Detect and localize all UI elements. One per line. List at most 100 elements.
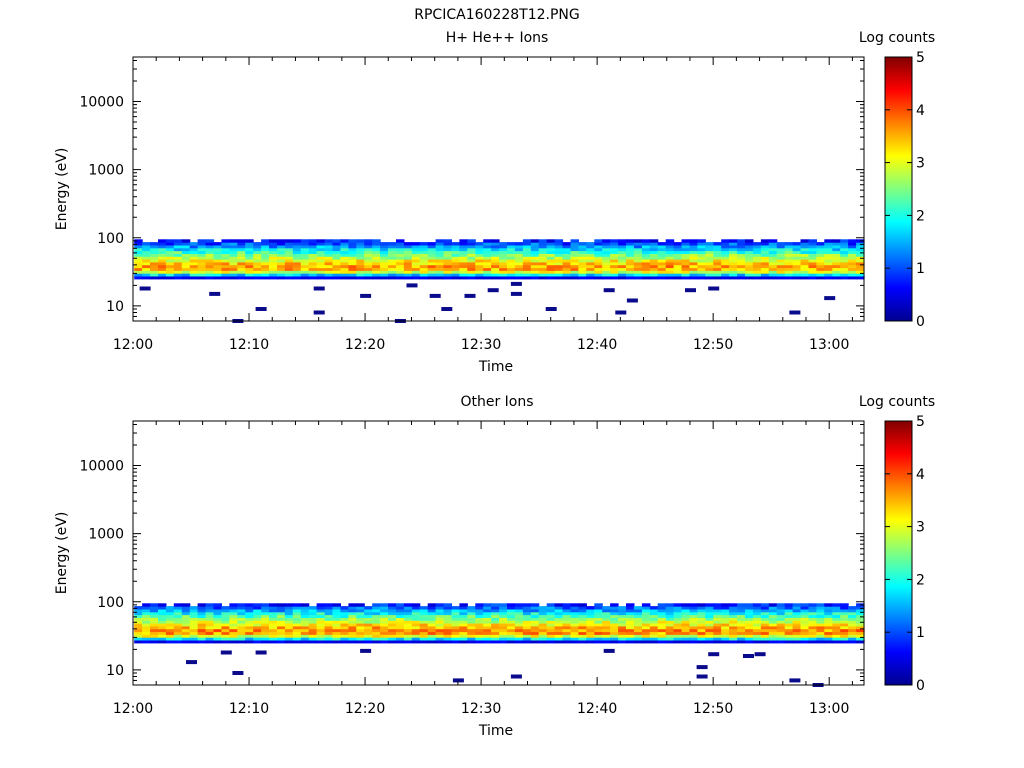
heatmap-cell [713, 267, 722, 271]
heatmap-cell [173, 261, 183, 266]
heatmap-cell [261, 276, 270, 280]
heatmap-cell [150, 623, 159, 627]
heatmap-cell [205, 253, 215, 257]
heatmap-cell [284, 620, 294, 624]
heatmap-cell [158, 256, 167, 260]
heatmap-cell [570, 273, 579, 277]
heatmap-cell [530, 628, 540, 633]
heatmap-cell [229, 242, 238, 246]
heatmap-cell [173, 614, 183, 618]
heatmap-cell [340, 628, 349, 633]
heatmap-cell [713, 261, 722, 266]
heatmap-cell [800, 259, 809, 263]
heatmap-cell [396, 611, 405, 616]
heatmap-cell [459, 239, 468, 243]
heatmap-cell [554, 242, 564, 246]
heatmap-cell [808, 634, 817, 638]
heatmap-cell [253, 606, 262, 610]
heatmap-cell [824, 267, 833, 271]
heatmap-cell [229, 611, 238, 616]
heatmap-cell [475, 634, 484, 638]
heatmap-cell [340, 273, 349, 277]
heatmap-cell [483, 250, 492, 254]
heatmap-cell [411, 634, 421, 638]
heatmap-cell [308, 253, 318, 257]
heatmap-cell [808, 267, 817, 271]
heatmap-cell [721, 276, 730, 280]
heatmap-cell [134, 264, 143, 269]
heatmap-cell [848, 276, 857, 280]
heatmap-cell [150, 631, 159, 635]
heatmap-cell [142, 273, 151, 277]
heatmap-cell [507, 264, 516, 269]
heatmap-cell [554, 264, 564, 269]
heatmap-cell [419, 270, 429, 274]
heatmap-cell [459, 603, 468, 607]
heatmap-cell [332, 256, 341, 260]
heatmap-cell [800, 637, 809, 641]
heatmap-cell [618, 264, 627, 269]
heatmap-cell [626, 620, 635, 624]
heatmap-cell [586, 637, 595, 641]
heatmap-cell [618, 261, 627, 266]
heatmap-cell [245, 637, 254, 641]
heatmap-cell [356, 617, 365, 621]
heatmap-cell [403, 242, 413, 246]
heatmap-cell [538, 256, 548, 260]
heatmap-cell [792, 637, 802, 641]
heatmap-cell [205, 606, 215, 610]
heatmap-cell [784, 611, 794, 616]
heatmap-cell [205, 623, 215, 627]
heatmap-cell [396, 620, 405, 624]
heatmap-cell [165, 620, 175, 624]
heatmap-cell [356, 242, 365, 246]
heatmap-cell [411, 631, 421, 635]
heatmap-cell [332, 250, 341, 254]
heatmap-cell [459, 276, 468, 280]
heatmap-cell [745, 276, 754, 280]
heatmap-cell [284, 270, 294, 274]
heatmap-cell [657, 623, 667, 627]
heatmap-cell [316, 276, 326, 280]
heatmap-cell [578, 261, 587, 266]
heatmap-cell [840, 276, 849, 280]
heatmap-cell [348, 623, 357, 627]
heatmap-cell [324, 617, 334, 621]
heatmap-cell [649, 625, 659, 630]
heatmap-cell [483, 603, 492, 607]
heatmap-cell [332, 603, 341, 607]
heatmap-cell [562, 259, 571, 263]
heatmap-cell [499, 631, 508, 635]
heatmap-cell [308, 244, 318, 249]
heatmap-cell [356, 239, 365, 243]
heatmap-cell [181, 270, 191, 274]
heatmap-cell [713, 250, 722, 254]
heatmap-cell [269, 640, 278, 644]
heatmap-cell [221, 614, 230, 618]
sparse-point [603, 288, 615, 293]
heatmap-cell [158, 631, 167, 635]
heatmap-cell [173, 617, 183, 621]
heatmap-cell [467, 276, 476, 280]
heatmap-cell [364, 242, 373, 246]
heatmap-cell [380, 256, 389, 260]
heatmap-cell [332, 247, 341, 252]
heatmap-cell [277, 273, 286, 277]
heatmap-cell [245, 273, 254, 277]
colorbar-tick-label: 4 [916, 103, 925, 119]
heatmap-cell [737, 247, 746, 252]
heatmap-cell [618, 253, 627, 257]
heatmap-cell [277, 628, 286, 633]
heatmap-cell [324, 614, 334, 618]
x-tick-label: 12:50 [693, 701, 733, 717]
heatmap-cell [197, 614, 207, 618]
heatmap-cell [816, 261, 825, 266]
heatmap-cell [721, 264, 730, 269]
heatmap-cell [681, 623, 690, 627]
heatmap-cell [626, 270, 635, 274]
heatmap-cell [522, 276, 532, 280]
heatmap-cell [776, 250, 786, 254]
heatmap-cell [538, 276, 548, 280]
heatmap-cell [657, 611, 667, 616]
heatmap-cell [633, 640, 643, 644]
